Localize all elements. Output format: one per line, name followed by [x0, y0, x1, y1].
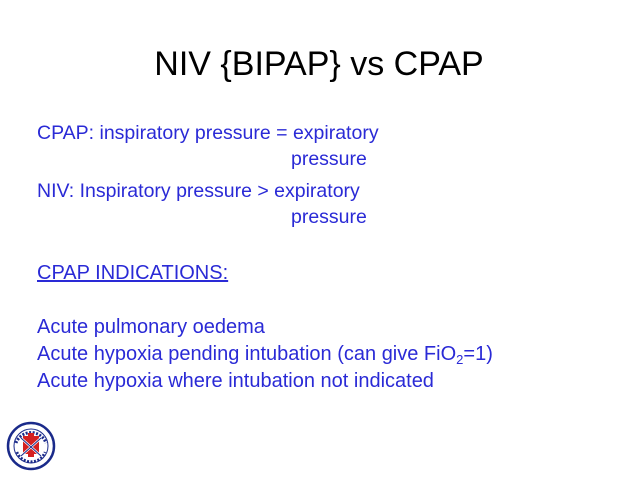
- niv-definition-line1: NIV: Inspiratory pressure > expiratory: [37, 180, 360, 202]
- cpap-definition-line1: CPAP: inspiratory pressure = expiratory: [37, 122, 379, 144]
- cpap-indications: CPAP INDICATIONS: Acute pulmonary oedema…: [37, 260, 493, 395]
- indication-item: Acute hypoxia pending intubation (can gi…: [37, 341, 493, 368]
- niv-definition: NIV: Inspiratory pressure > expiratory p…: [37, 178, 367, 230]
- indication-item-text: Acute hypoxia pending intubation (can gi…: [37, 343, 457, 365]
- cpap-definition-line2: pressure: [291, 148, 367, 170]
- indication-item-text-end: =1): [463, 343, 493, 365]
- fio2-subscript: 2: [456, 352, 464, 367]
- niv-definition-line2: pressure: [291, 206, 367, 228]
- hospital-emblem-icon: [6, 421, 56, 471]
- slide-title: NIV {BIPAP} vs CPAP: [154, 45, 484, 83]
- spacer: [37, 287, 493, 314]
- indications-heading: CPAP INDICATIONS:: [37, 262, 229, 284]
- indication-item: Acute hypoxia where intubation not indic…: [37, 370, 434, 392]
- cpap-definition: CPAP: inspiratory pressure = expiratory …: [37, 120, 379, 172]
- indication-item: Acute pulmonary oedema: [37, 316, 265, 338]
